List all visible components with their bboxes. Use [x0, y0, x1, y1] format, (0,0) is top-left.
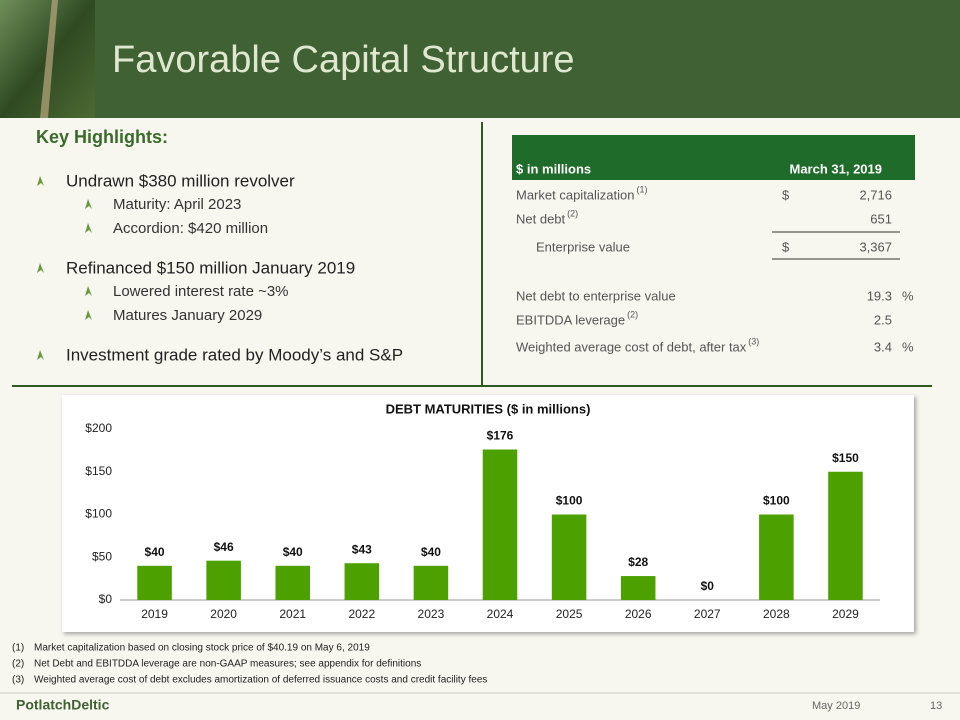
- bar: [828, 471, 863, 600]
- highlights-title: Key Highlights:: [36, 127, 168, 147]
- x-tick-label: 2021: [279, 607, 306, 621]
- row-note: (1): [637, 184, 648, 194]
- row-value: 3,367: [859, 239, 892, 254]
- x-tick-label: 2028: [763, 607, 790, 621]
- bullet-icon: [85, 199, 92, 209]
- table-header-label: $ in millions: [516, 161, 591, 176]
- highlight: Investment grade rated by Moody’s and S&…: [66, 345, 403, 364]
- footnote-mark: (2): [12, 659, 24, 670]
- bar: [620, 576, 656, 600]
- sub-highlight: Matures January 2029: [113, 307, 262, 324]
- bar: [206, 560, 241, 600]
- footnote-text: Net Debt and EBITDDA leverage are non-GA…: [34, 659, 421, 670]
- slide-title: Favorable Capital Structure: [112, 39, 575, 81]
- value-label: $43: [352, 542, 372, 556]
- y-tick-label: $100: [85, 507, 112, 521]
- row-label: Net debt: [516, 211, 566, 226]
- row-value: 651: [870, 211, 892, 226]
- row-value: 2.5: [874, 312, 892, 327]
- sub-highlight: Maturity: April 2023: [113, 196, 241, 213]
- y-tick-label: $150: [85, 464, 112, 478]
- row-label: Enterprise value: [536, 239, 630, 254]
- page-number: 13: [930, 700, 942, 712]
- bar: [413, 565, 449, 600]
- value-label: $100: [556, 494, 583, 508]
- y-tick-label: $200: [85, 421, 112, 435]
- x-tick-label: 2022: [348, 607, 375, 621]
- y-tick-label: $0: [99, 592, 113, 606]
- value-label: $100: [763, 494, 790, 508]
- footer-logo: PotlatchDeltic: [16, 697, 110, 713]
- row-currency: $: [782, 239, 790, 254]
- table-header-date: March 31, 2019: [789, 161, 882, 176]
- x-tick-label: 2027: [694, 607, 721, 621]
- bar: [344, 563, 380, 600]
- bullet-icon: [85, 223, 92, 233]
- x-tick-label: 2029: [832, 607, 859, 621]
- row-label: Weighted average cost of debt, after tax: [516, 339, 747, 354]
- row-currency: $: [782, 187, 790, 202]
- value-label: $0: [701, 579, 715, 593]
- bullet-icon: [37, 350, 44, 360]
- value-label: $40: [421, 545, 441, 559]
- row-unit: %: [902, 339, 914, 354]
- x-tick-label: 2025: [556, 607, 583, 621]
- value-label: $28: [628, 555, 648, 569]
- sub-highlight: Lowered interest rate ~3%: [113, 283, 289, 300]
- row-label: EBITDDA leverage: [516, 312, 625, 327]
- row-note: (2): [627, 309, 638, 319]
- value-label: $176: [487, 429, 514, 443]
- x-tick-label: 2024: [487, 607, 514, 621]
- row-label: Net debt to enterprise value: [516, 288, 676, 303]
- y-tick-label: $50: [92, 549, 112, 563]
- footnote-text: Weighted average cost of debt excludes a…: [34, 675, 487, 686]
- bar: [275, 565, 310, 600]
- value-label: $40: [145, 545, 165, 559]
- bullet-icon: [85, 310, 92, 320]
- bullet-icon: [37, 176, 44, 186]
- row-value: 3.4: [874, 339, 892, 354]
- sub-highlight: Accordion: $420 million: [113, 220, 268, 237]
- value-label: $40: [283, 545, 303, 559]
- bar: [759, 514, 794, 600]
- footnote-text: Market capitalization based on closing s…: [34, 643, 370, 654]
- row-note: (2): [567, 208, 578, 218]
- bullet-icon: [37, 263, 44, 273]
- row-note: (3): [748, 336, 759, 346]
- bar: [551, 514, 587, 600]
- bar: [482, 449, 518, 600]
- bullet-icon: [85, 286, 92, 296]
- value-label: $150: [832, 451, 859, 465]
- row-label: Market capitalization: [516, 187, 635, 202]
- row-value: 2,716: [859, 187, 892, 202]
- highlight: Undrawn $380 million revolver: [66, 171, 295, 190]
- x-tick-label: 2020: [210, 607, 237, 621]
- x-tick-label: 2019: [141, 607, 168, 621]
- row-unit: %: [902, 288, 914, 303]
- header-band: [0, 0, 960, 118]
- footnote-mark: (3): [12, 675, 24, 686]
- footnote-mark: (1): [12, 643, 24, 654]
- chart-title: DEBT MATURITIES ($ in millions): [386, 401, 591, 416]
- photo-road: [40, 0, 58, 118]
- highlight: Refinanced $150 million January 2019: [66, 258, 355, 277]
- table-header: [512, 135, 915, 180]
- row-value: 19.3: [867, 288, 892, 303]
- bar: [137, 565, 172, 600]
- x-tick-label: 2023: [418, 607, 445, 621]
- footer-date: May 2019: [812, 700, 860, 712]
- value-label: $46: [214, 540, 234, 554]
- x-tick-label: 2026: [625, 607, 652, 621]
